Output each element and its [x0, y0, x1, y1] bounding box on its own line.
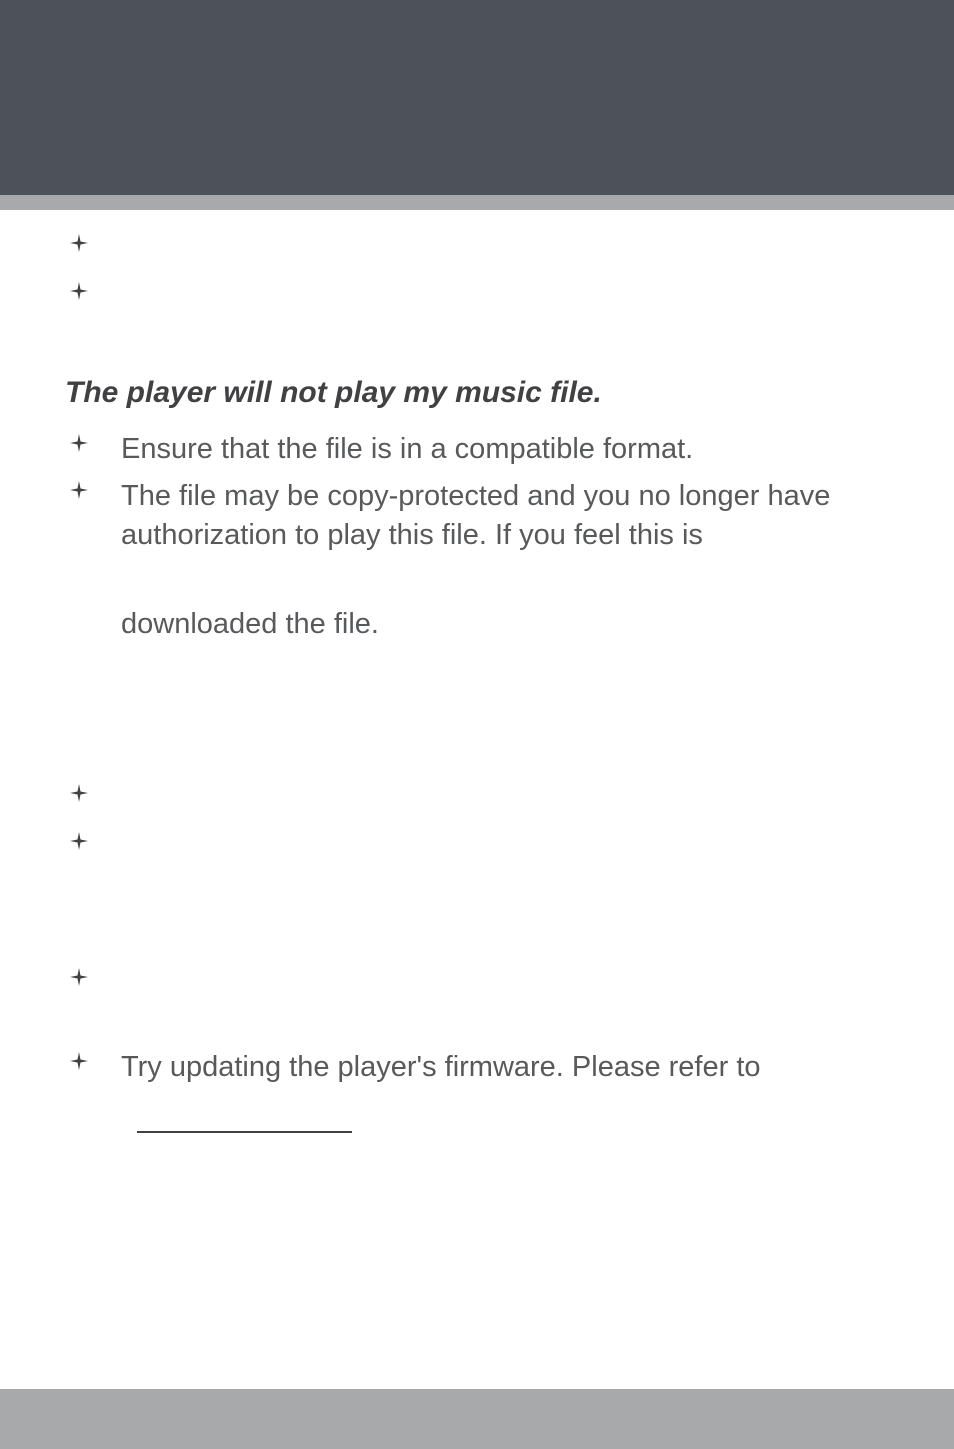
star-icon [65, 964, 93, 992]
star-icon [65, 1048, 93, 1076]
header-separator-band [0, 195, 954, 210]
bullet-item-3: Try updating the player's firmware. Plea… [65, 1048, 889, 1087]
bullet-empty-3 [65, 780, 889, 808]
star-icon [65, 230, 93, 258]
footer-bar [0, 1389, 954, 1449]
star-icon [65, 477, 93, 505]
bullet-empty-2 [65, 278, 889, 306]
bullet-text: Ensure that the file is in a compatible … [121, 430, 889, 469]
continuation-text: downloaded the file. [121, 605, 889, 644]
star-icon [65, 828, 93, 856]
bullet-item-1: Ensure that the file is in a compatible … [65, 430, 889, 469]
header-dark-band [0, 0, 954, 195]
bullet-item-2: The file may be copy-protected and you n… [65, 477, 889, 555]
page-content: The player will not play my music file. … [0, 210, 954, 1138]
bullet-empty-1 [65, 230, 889, 258]
bullet-text: Try updating the player's firmware. Plea… [121, 1048, 889, 1087]
bullet-text: The file may be copy-protected and you n… [121, 477, 889, 555]
star-icon [65, 278, 93, 306]
bullet-empty-4 [65, 828, 889, 856]
underline-blank [137, 1095, 352, 1133]
bullet-empty-5 [65, 964, 889, 992]
star-icon [65, 430, 93, 458]
section-heading-1: The player will not play my music file. [65, 376, 889, 410]
star-icon [65, 780, 93, 808]
